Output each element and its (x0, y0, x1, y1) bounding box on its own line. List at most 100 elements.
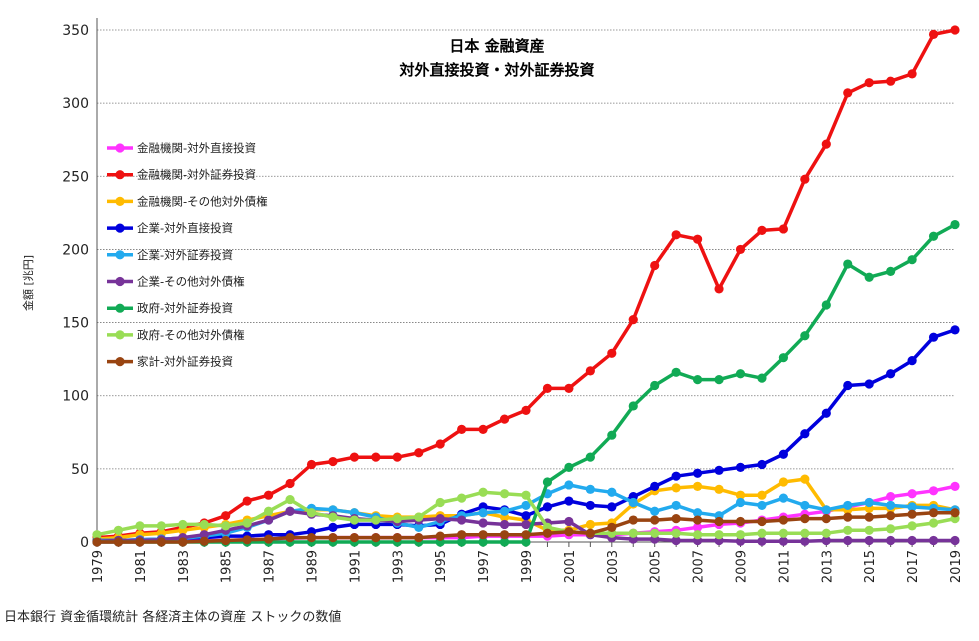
series-8-point-1980 (113, 537, 124, 547)
series-2-point-2008 (714, 484, 724, 494)
series-1-point-2007 (693, 234, 703, 244)
x-tick-label: 1979 (91, 550, 106, 583)
series-4-point-1994 (414, 522, 424, 532)
series-4-point-2012 (800, 500, 810, 511)
series-4-point-2005 (650, 506, 660, 516)
legend-swatch-marker (115, 223, 125, 233)
series-6-point-2014 (843, 259, 853, 269)
series-3-point-2015 (864, 379, 874, 389)
source-note: 日本銀行 資金循環統計 各経済主体の資産 ストックの数値 (4, 610, 342, 625)
series-1-point-2012 (800, 174, 810, 184)
series-7-point-1999 (521, 490, 531, 500)
legend-entry-label: 企業-その他対外債権 (137, 275, 245, 289)
series-6-point-2019 (950, 219, 960, 230)
series-8-point-2006 (671, 513, 681, 524)
series-5-point-2010 (757, 536, 767, 546)
series-7-point-1993 (392, 513, 402, 524)
series-2-point-2002 (585, 519, 595, 530)
series-1-point-1995 (435, 439, 445, 449)
series-7-point-1991 (349, 515, 359, 525)
series-4-point-1997 (478, 508, 488, 518)
series-8-point-2012 (800, 513, 810, 524)
legend-entry-label: 政府-その他対外債権 (137, 328, 245, 342)
series-6-point-2018 (928, 231, 939, 241)
series-1-point-2008 (714, 284, 724, 294)
series-8-point-2017 (907, 509, 917, 519)
series-3-point-2003 (607, 502, 617, 512)
series-3-point-2019 (950, 325, 960, 335)
series-3-point-1999 (521, 511, 531, 521)
series-8-point-2004 (628, 515, 638, 525)
legend-entry-label: 企業-対外証券投資 (137, 248, 233, 262)
x-tick-label: 2013 (820, 550, 835, 583)
legend-swatch-marker (115, 170, 125, 180)
series-8-point-2008 (714, 516, 724, 527)
series-8-point-1981 (135, 537, 145, 547)
series-8-point-1986 (242, 535, 252, 545)
x-tick-label: 2007 (692, 550, 707, 583)
legend-swatch-marker (115, 250, 125, 260)
series-7-point-2004 (628, 528, 638, 538)
series-3-point-2002 (585, 500, 595, 511)
series-5-point-1987 (264, 515, 274, 525)
series-1-point-1999 (521, 405, 531, 415)
series-4-point-2013 (821, 505, 831, 515)
series-6-point-2004 (628, 401, 638, 411)
series-6-point-2015 (864, 272, 874, 282)
x-tick-label: 1989 (306, 550, 321, 583)
series-7-point-2017 (907, 521, 917, 531)
series-8-point-2011 (778, 515, 789, 525)
series-1-point-2001 (564, 383, 574, 393)
x-tick-label: 1997 (477, 550, 492, 583)
series-4-point-1999 (521, 500, 531, 511)
series-6-point-1998 (499, 537, 510, 547)
legend-swatch-marker (115, 276, 125, 287)
series-1-point-2010 (757, 225, 767, 236)
series-8-point-2015 (864, 512, 874, 522)
series-6-point-1997 (478, 537, 488, 547)
series-8-point-2010 (757, 516, 767, 527)
series-1-point-1994 (414, 448, 424, 458)
x-tick-label: 2001 (563, 550, 578, 583)
series-5-point-2017 (907, 535, 917, 546)
series-8-point-2001 (564, 527, 574, 537)
x-tick-label: 2003 (606, 550, 621, 583)
series-7-point-1983 (178, 519, 188, 530)
series-1-point-2019 (950, 25, 960, 35)
series-7-point-2008 (714, 530, 724, 540)
series-5-point-1984 (199, 530, 209, 540)
series-4-point-2009 (735, 497, 746, 508)
series-5-point-1998 (499, 519, 510, 530)
series-8-point-2000 (542, 528, 553, 538)
series-8-point-1985 (221, 535, 231, 546)
y-tick-label: 350 (62, 23, 89, 39)
legend-swatch-marker (115, 357, 125, 367)
series-6-point-2006 (671, 367, 681, 377)
series-6-point-2007 (693, 375, 703, 385)
series-1-point-1990 (328, 456, 338, 467)
series-5-point-2019 (950, 535, 960, 546)
x-tick-label: 2005 (649, 550, 664, 583)
series-3-point-2008 (714, 465, 724, 475)
series-8-point-1993 (392, 533, 402, 543)
series-2-point-2006 (671, 483, 681, 493)
series-7-point-1979 (92, 530, 102, 540)
chart-title: 日本 金融資産 対外直接投資・対外証券投資 (398, 37, 594, 79)
series-8-point-1996 (457, 530, 467, 540)
x-tick-label: 1999 (520, 550, 535, 583)
legend-entry-label: 企業-対外直接投資 (137, 221, 233, 235)
series-8-point-1984 (199, 536, 209, 546)
series-1-point-1988 (285, 478, 295, 489)
series-6-point-2016 (886, 266, 896, 276)
series-3-point-2009 (735, 462, 746, 472)
series-3-point-2014 (843, 380, 853, 391)
series-1-point-2018 (928, 29, 939, 39)
series-7-point-1988 (285, 494, 295, 505)
series-6-point-2000 (542, 477, 553, 487)
series-4-point-2015 (864, 497, 874, 508)
series-7-point-1989 (306, 508, 317, 518)
series-5-point-2016 (886, 535, 896, 546)
chart-title-line-2: 対外直接投資・対外証券投資 (398, 61, 594, 79)
series-8-point-2002 (585, 528, 595, 538)
series-6-point-2002 (585, 452, 595, 462)
